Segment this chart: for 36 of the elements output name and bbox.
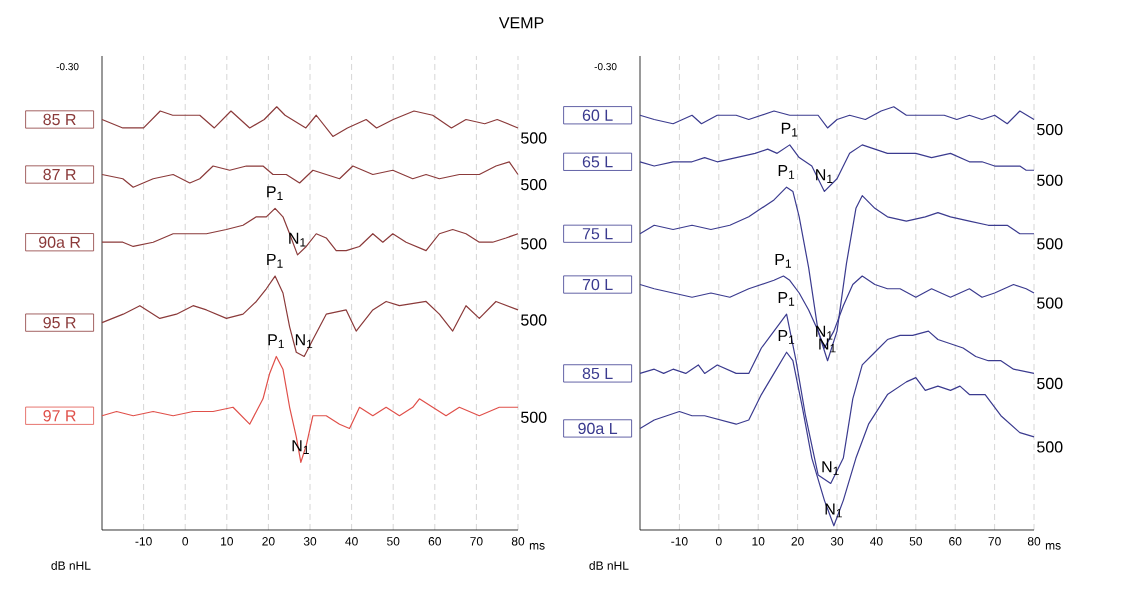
- annotation: 500: [1037, 377, 1063, 390]
- series-label: 70 L: [582, 278, 613, 291]
- series-label: 75 L: [582, 228, 613, 240]
- annotation: N$_{1}$: [825, 503, 842, 518]
- series-label: 97 R: [43, 410, 76, 422]
- annotation: P$_{1}$: [775, 253, 792, 268]
- annotation: N$_{1}$: [295, 334, 313, 349]
- annotation: P$_{1}$: [778, 292, 795, 306]
- annotation: 500: [1037, 238, 1063, 250]
- annotation: N$_{1}$: [289, 232, 306, 247]
- series-label: 85 R: [43, 113, 76, 126]
- annotation: 500: [521, 178, 547, 191]
- annotation: 500: [1037, 297, 1063, 309]
- annotation: 500: [1037, 123, 1063, 136]
- annotation: 500: [521, 411, 547, 423]
- series-label: 87 R: [43, 168, 76, 181]
- annotation: P$_{1}$: [781, 122, 798, 137]
- annotation: 500: [1037, 174, 1063, 186]
- annotation: P$_{1}$: [267, 253, 283, 268]
- series-label: 65 L: [582, 156, 613, 168]
- annotation: 500: [521, 238, 547, 250]
- series-label: 90a R: [39, 236, 81, 248]
- series-label: 60 L: [582, 109, 613, 121]
- series-label: 95 R: [43, 316, 76, 329]
- annotation: 500: [521, 132, 547, 144]
- annotation: 500: [1037, 441, 1063, 453]
- annotation: N$_{1}$: [816, 169, 833, 184]
- annotation: 500: [521, 314, 547, 326]
- annotation: P$_{1}$: [267, 186, 283, 200]
- chart-title: VEMP: [498, 17, 544, 29]
- annotation: P$_{1}$: [778, 330, 795, 344]
- annotation: P$_{1}$: [778, 165, 795, 179]
- annotation: P$_{1}$: [268, 334, 284, 349]
- annotation: N$_{1}$: [292, 440, 309, 454]
- series-label: 90a L: [578, 422, 618, 435]
- series-label: 85 L: [582, 367, 613, 380]
